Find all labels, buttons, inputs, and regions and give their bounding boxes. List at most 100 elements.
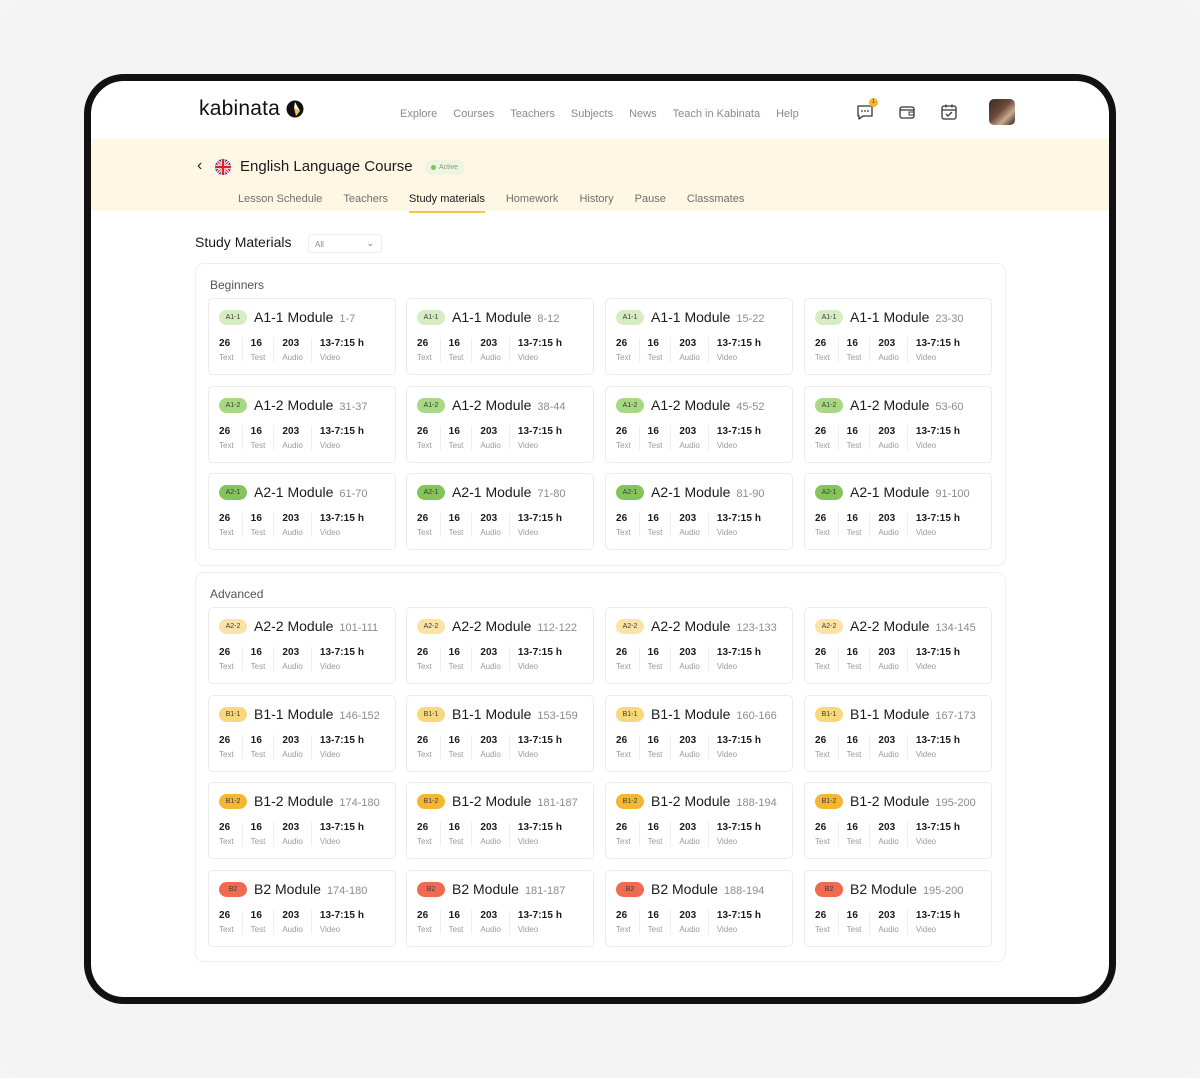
module-stats: 26 Text 16 Test 203 Audio 13-7:15 h Video <box>616 647 769 671</box>
avatar[interactable] <box>989 99 1015 125</box>
module-stats: 26 Text 16 Test 203 Audio 13-7:15 h Video <box>815 909 968 934</box>
module-card[interactable]: A1-2 A1-2 Module 53-60 26 Text 16 Test 203 Audio… <box>804 385 992 463</box>
stat-label: Text <box>219 353 234 362</box>
module-card[interactable]: B1-2 B1-2 Module 174-180 26 Text 16 Test 203 Aud… <box>208 782 396 859</box>
back-chevron-icon[interactable]: ‹ <box>197 157 203 174</box>
module-name: A2-1 Module <box>452 484 532 500</box>
stat-value: 16 <box>647 513 659 524</box>
wallet-icon[interactable] <box>897 102 917 122</box>
module-range: 23-30 <box>935 313 964 325</box>
module-card[interactable]: A2-1 A2-1 Module 61-70 26 Text 16 Test 203 Audio… <box>208 473 396 550</box>
stat-label: Text <box>219 837 234 846</box>
stat-label: Text <box>417 662 432 671</box>
tab-study-materials[interactable]: Study materials <box>409 193 485 213</box>
module-title: B1-1 Module 160-166 <box>651 706 777 722</box>
stat-label: Test <box>250 749 266 759</box>
tab-classmates[interactable]: Classmates <box>686 193 745 205</box>
module-card[interactable]: B2 B2 Module 188-194 26 Text 16 Test 203 Audio 13… <box>605 869 793 947</box>
module-card[interactable]: B1-1 B1-1 Module 146-152 26 Text 16 Test 203 Aud… <box>208 694 396 772</box>
module-card[interactable]: B1-1 B1-1 Module 153-159 26 Text 16 Test 203 Aud… <box>406 694 594 772</box>
module-card[interactable]: B2 B2 Module 195-200 26 Text 16 Test 203 Audio 13… <box>804 869 992 947</box>
calendar-icon[interactable] <box>939 102 959 122</box>
module-card[interactable]: A2-2 A2-2 Module 101-111 26 Text 16 Test 203 Aud… <box>208 607 396 684</box>
nav-teachers[interactable]: Teachers <box>510 108 555 120</box>
course-title: English Language Course <box>240 158 413 175</box>
module-card[interactable]: B1-2 B1-2 Module 188-194 26 Text 16 Test 203 Aud… <box>605 782 793 859</box>
stat-text: 26 Text <box>219 822 243 846</box>
module-card[interactable]: A1-1 A1-1 Module 8-12 26 Text 16 Test 203 Audio 1… <box>406 298 594 375</box>
nav-teach[interactable]: Teach in Kabinata <box>672 108 761 120</box>
module-card[interactable]: A2-1 A2-1 Module 71-80 26 Text 16 Test 203 Audio… <box>406 473 594 550</box>
module-name: A2-2 Module <box>850 618 930 634</box>
module-card[interactable]: A1-2 A1-2 Module 38-44 26 Text 16 Test 203 Audio… <box>406 385 594 463</box>
stat-value: 16 <box>250 734 262 746</box>
module-name: A1-2 Module <box>850 396 930 413</box>
stat-value: 203 <box>878 734 896 746</box>
stat-value: 13-7:15 h <box>915 734 961 746</box>
nav-courses[interactable]: Courses <box>453 108 495 120</box>
module-range: 188-194 <box>723 884 765 897</box>
stat-label: Video <box>319 353 341 362</box>
tab-lesson-schedule[interactable]: Lesson Schedule <box>238 193 323 205</box>
module-card[interactable]: B1-1 B1-1 Module 167-173 26 Text 16 Test 203 Aud… <box>804 694 992 772</box>
stat-value: 26 <box>815 822 827 833</box>
stat-label: Video <box>517 749 539 759</box>
nav-news[interactable]: News <box>629 108 657 120</box>
stat-label: Video <box>319 528 341 537</box>
stat-label: Test <box>647 528 663 537</box>
stat-video: 13-7:15 h Video <box>320 426 372 450</box>
module-name: A2-1 Module <box>254 484 334 500</box>
stat-audio: 203 Audio <box>480 425 510 450</box>
stat-label: Audio <box>878 528 899 537</box>
module-card[interactable]: A2-1 A2-1 Module 81-90 26 Text 16 Test 203 Audio… <box>605 473 793 550</box>
module-title: B1-1 Module 146-152 <box>254 706 380 722</box>
module-card[interactable]: B1-2 B1-2 Module 195-200 26 Text 16 Test 203 Aud… <box>804 782 992 859</box>
nav-help[interactable]: Help <box>776 108 799 120</box>
stat-value: 13-7:15 h <box>716 909 762 921</box>
module-card[interactable]: B1-2 B1-2 Module 181-187 26 Text 16 Test 203 Aud… <box>406 782 594 859</box>
module-card[interactable]: A2-2 A2-2 Module 123-133 26 Text 16 Test 203 Aud… <box>605 607 793 684</box>
module-card[interactable]: A2-2 A2-2 Module 112-122 26 Text 16 Test 203 Aud… <box>406 607 594 684</box>
tab-homework[interactable]: Homework <box>505 193 559 205</box>
module-card[interactable]: A1-2 A1-2 Module 31-37 26 Text 16 Test 203 Audio… <box>208 385 396 463</box>
module-title: B1-2 Module 188-194 <box>651 793 777 809</box>
level-badge: B1-2 <box>417 794 445 809</box>
tab-pause[interactable]: Pause <box>634 193 666 205</box>
stat-label: Test <box>250 924 266 934</box>
module-card[interactable]: B1-1 B1-1 Module 160-166 26 Text 16 Test 203 Aud… <box>605 694 793 772</box>
module-card[interactable]: A1-1 A1-1 Module 1-7 26 Text 16 Test 203 Audio 13… <box>208 298 396 375</box>
module-card[interactable]: B2 B2 Module 181-187 26 Text 16 Test 203 Audio 13… <box>406 869 594 947</box>
module-card[interactable]: A1-1 A1-1 Module 23-30 26 Text 16 Test 203 Audio… <box>804 298 992 375</box>
module-card[interactable]: B2 B2 Module 174-180 26 Text 16 Test 203 Audio 13… <box>208 869 396 947</box>
logo[interactable]: kabinata <box>199 97 305 121</box>
module-name: B2 Module <box>452 880 519 897</box>
stat-video: 13-7:15 h Video <box>518 513 570 537</box>
stat-test: 16 Test <box>847 909 871 934</box>
stat-value: 16 <box>846 647 858 658</box>
module-range: 91-100 <box>935 488 970 500</box>
nav-subjects[interactable]: Subjects <box>570 108 614 120</box>
stat-test: 16 Test <box>250 909 275 934</box>
stat-test: 16 Test <box>251 822 275 846</box>
stat-label: Text <box>616 749 631 759</box>
module-name: A2-2 Module <box>254 618 334 634</box>
stat-test: 16 Test <box>251 513 275 537</box>
stat-label: Text <box>815 749 830 759</box>
stat-value: 16 <box>448 513 460 524</box>
messages-icon[interactable]: 1 <box>855 98 878 122</box>
stat-value: 16 <box>250 513 262 524</box>
stat-text: 26 Text <box>417 822 441 846</box>
module-card[interactable]: A2-2 A2-2 Module 134-145 26 Text 16 Test 203 Aud… <box>804 607 992 684</box>
nav-explore[interactable]: Explore <box>400 108 438 120</box>
module-card[interactable]: A2-1 A2-1 Module 91-100 26 Text 16 Test 203 Audi… <box>804 473 992 550</box>
stat-value: 26 <box>815 338 827 349</box>
level-filter-select[interactable]: All ⌄ <box>308 234 382 253</box>
tab-teachers[interactable]: Teachers <box>343 193 389 205</box>
module-card[interactable]: A1-1 A1-1 Module 15-22 26 Text 16 Test 203 Audio… <box>605 298 793 375</box>
stat-value: 26 <box>219 425 231 437</box>
stat-test: 16 Test <box>449 734 473 759</box>
module-card[interactable]: A1-2 A1-2 Module 45-52 26 Text 16 Test 203 Audio… <box>605 385 793 463</box>
stat-label: Video <box>517 837 539 846</box>
stat-value: 26 <box>417 647 429 658</box>
tab-history[interactable]: History <box>579 193 614 205</box>
